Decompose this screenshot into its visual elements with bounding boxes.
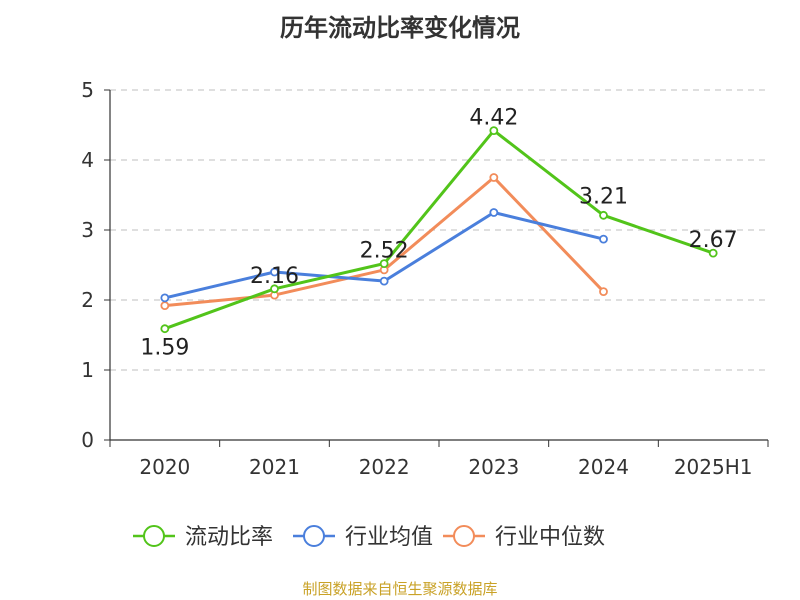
legend-item: 行业均值 bbox=[293, 525, 433, 550]
x-tick-label: 2022 bbox=[359, 455, 410, 479]
data-point bbox=[379, 259, 389, 269]
data-label: 2.16 bbox=[250, 264, 299, 289]
x-tick-label: 2020 bbox=[139, 455, 190, 479]
chart-title: 历年流动比率变化情况 bbox=[280, 14, 520, 42]
data-point bbox=[489, 126, 499, 136]
data-label: 1.59 bbox=[140, 336, 189, 361]
data-point bbox=[489, 208, 499, 217]
data-point bbox=[160, 293, 170, 303]
legend-label: 行业中位数 bbox=[495, 525, 605, 550]
legend: 流动比率 行业均值 行业中位数 bbox=[133, 525, 605, 550]
y-tick-label: 0 bbox=[81, 428, 94, 452]
data-label-layer: 1.59 2.16 2.52 4.42 3.21 2.67 bbox=[140, 106, 737, 361]
data-point bbox=[160, 301, 170, 311]
data-point bbox=[599, 234, 608, 244]
data-point bbox=[270, 267, 279, 277]
y-tick-label: 4 bbox=[81, 148, 94, 172]
x-tick-label: 2025H1 bbox=[674, 455, 753, 479]
data-point bbox=[599, 210, 608, 220]
axis-layer: 0 1 2 3 4 5 2020 2021 2022 2023 2024 2025H1 bbox=[81, 78, 769, 479]
y-tick-label: 5 bbox=[81, 78, 94, 102]
data-label: 4.42 bbox=[469, 106, 518, 131]
data-point bbox=[599, 287, 608, 297]
legend-marker-icon bbox=[303, 525, 325, 547]
data-point bbox=[379, 276, 389, 286]
legend-label: 行业均值 bbox=[345, 525, 433, 550]
series-line bbox=[164, 129, 714, 331]
data-label: 2.67 bbox=[689, 228, 738, 253]
data-point bbox=[160, 324, 170, 334]
x-tick-label: 2024 bbox=[578, 455, 629, 479]
series-layer bbox=[160, 126, 718, 334]
legend-marker-icon bbox=[453, 525, 475, 547]
data-point bbox=[270, 284, 279, 294]
data-point bbox=[489, 173, 499, 182]
x-tick-label: 2021 bbox=[249, 455, 300, 479]
y-tick-label: 1 bbox=[81, 358, 94, 382]
y-tick-label: 3 bbox=[81, 218, 94, 242]
legend-item: 流动比率 bbox=[133, 525, 273, 550]
y-tick-label: 2 bbox=[81, 288, 94, 312]
data-label: 3.21 bbox=[579, 184, 628, 209]
legend-marker-icon bbox=[143, 525, 165, 547]
legend-item: 行业中位数 bbox=[443, 525, 605, 550]
source-note: 制图数据来自恒生聚源数据库 bbox=[302, 580, 498, 598]
x-tick-label: 2023 bbox=[468, 455, 519, 479]
legend-label: 流动比率 bbox=[185, 525, 273, 550]
data-point bbox=[708, 248, 718, 258]
grid-layer bbox=[110, 89, 768, 371]
data-label: 2.52 bbox=[360, 239, 409, 264]
